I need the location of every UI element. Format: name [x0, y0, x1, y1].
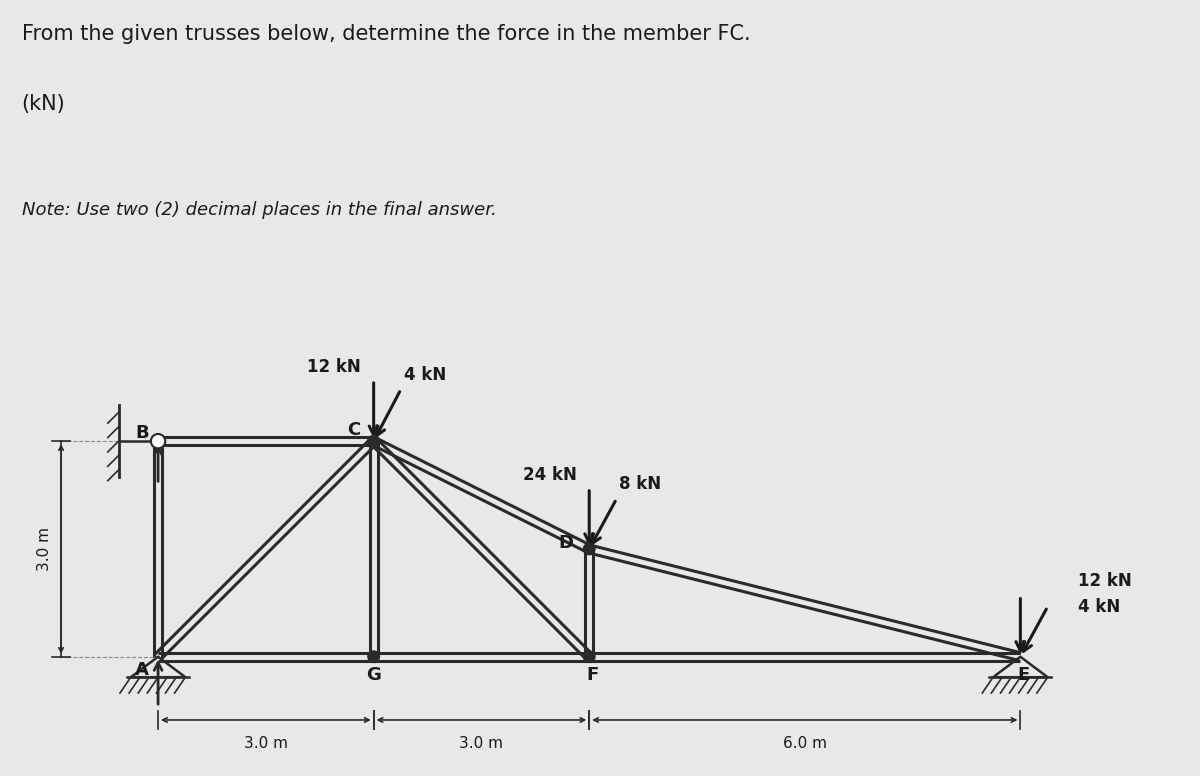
Text: D: D [559, 534, 574, 553]
Text: Note: Use two (2) decimal places in the final answer.: Note: Use two (2) decimal places in the … [22, 200, 497, 219]
Text: B: B [136, 424, 149, 442]
Circle shape [368, 651, 379, 663]
Text: G: G [366, 666, 382, 684]
Circle shape [583, 651, 595, 663]
Text: 3.0 m: 3.0 m [244, 736, 288, 750]
Text: A: A [136, 660, 149, 679]
Text: (kN): (kN) [22, 95, 65, 114]
Text: 4 kN: 4 kN [1078, 598, 1120, 615]
Text: 4 kN: 4 kN [404, 365, 446, 383]
Circle shape [368, 435, 379, 447]
Text: F: F [587, 666, 599, 684]
Text: 8 kN: 8 kN [619, 475, 661, 493]
Text: 6.0 m: 6.0 m [782, 736, 827, 750]
Text: 12 kN: 12 kN [307, 359, 361, 376]
Text: From the given trusses below, determine the force in the member FC.: From the given trusses below, determine … [22, 23, 750, 43]
Text: E: E [1018, 666, 1030, 684]
Circle shape [583, 543, 595, 555]
Text: 12 kN: 12 kN [1078, 572, 1132, 590]
Text: C: C [347, 421, 360, 439]
Text: 3.0 m: 3.0 m [37, 527, 53, 571]
Text: 24 kN: 24 kN [523, 466, 577, 484]
Circle shape [151, 434, 166, 449]
Text: 3.0 m: 3.0 m [460, 736, 504, 750]
